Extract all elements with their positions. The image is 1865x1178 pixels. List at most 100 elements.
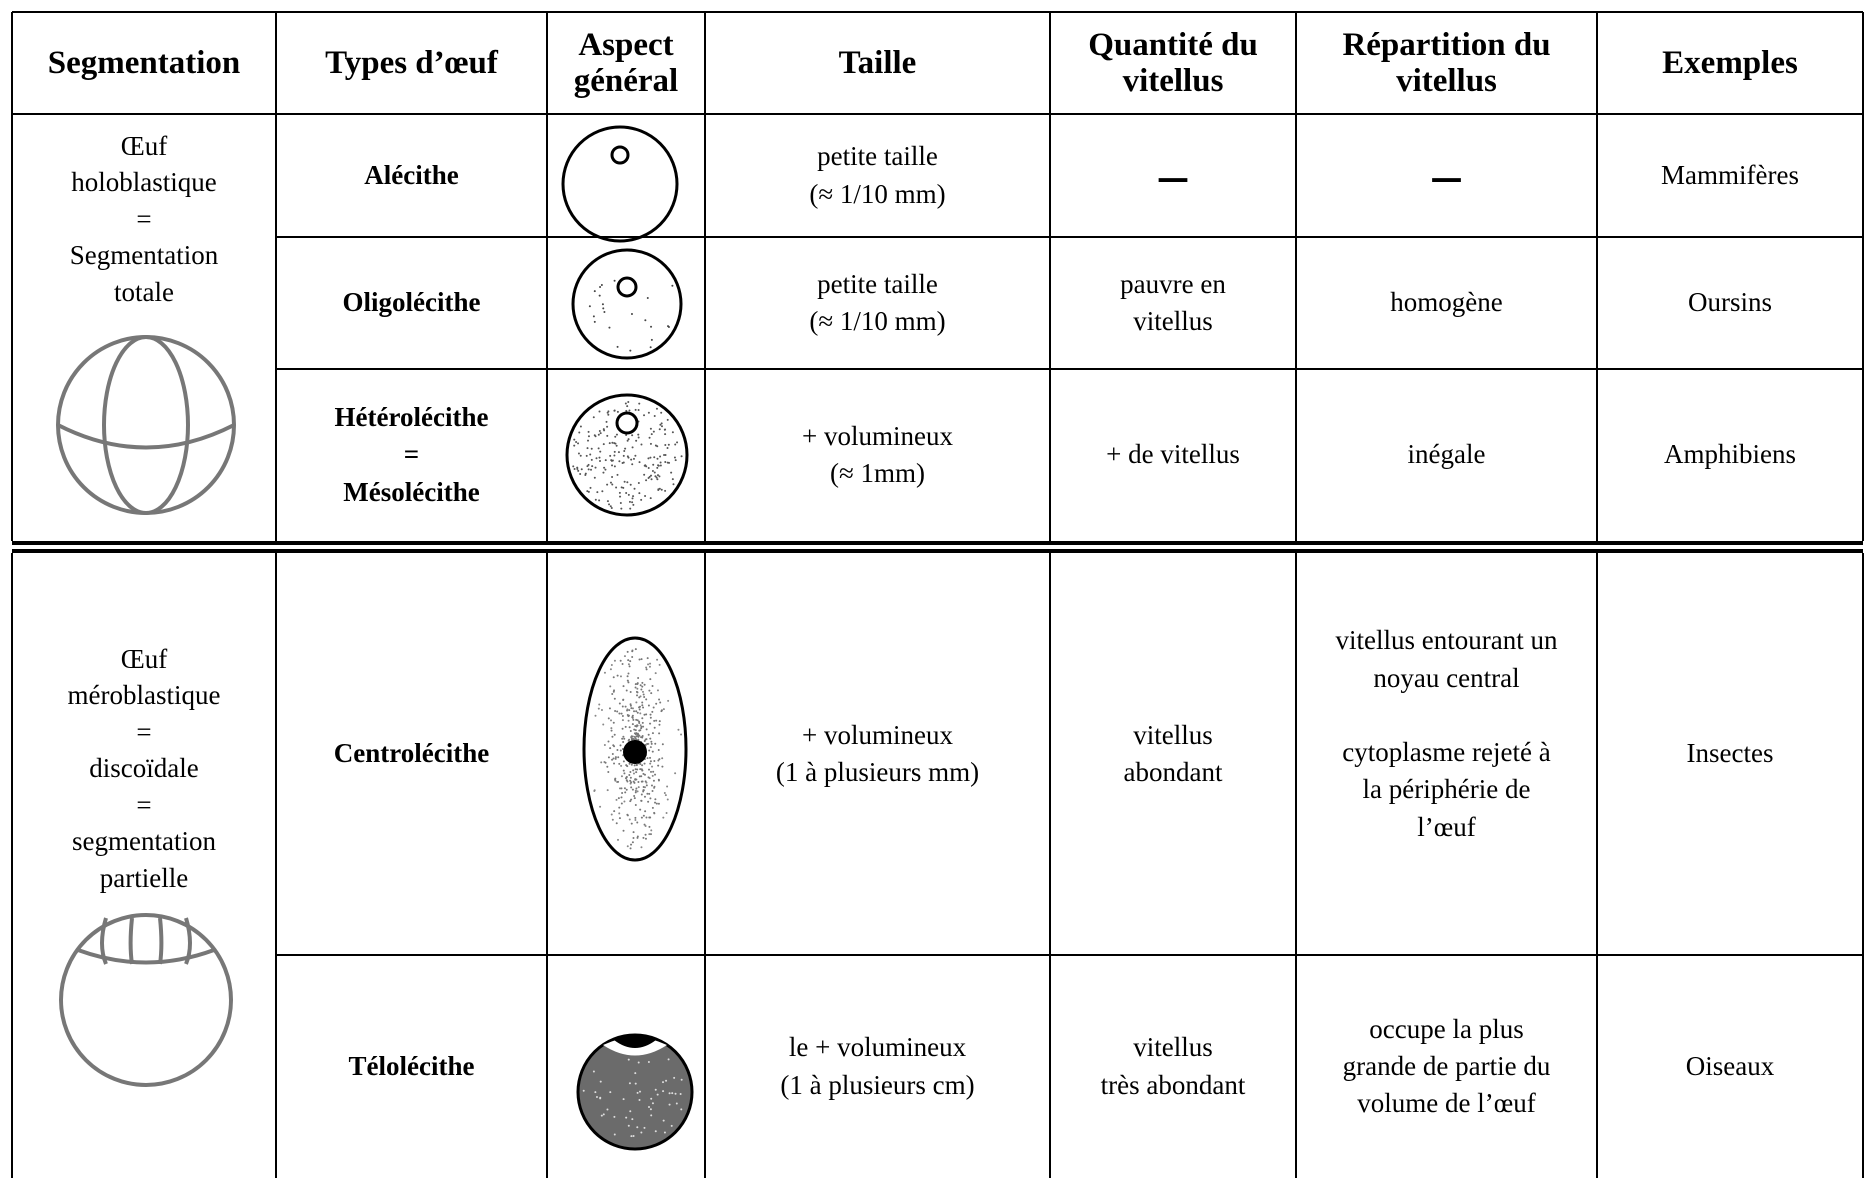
yolk-dot [650,742,653,745]
yolk-dot [604,761,607,764]
yolk-dot [672,483,675,486]
yolk-dot [658,732,661,735]
yolk-dot [601,303,604,306]
yolk-dot [631,723,634,726]
yolk-dot [637,735,640,738]
yolk-dot [610,813,613,816]
yolk-dot [629,847,632,850]
sphere-icon [102,335,190,515]
yolk-dot [640,498,643,501]
yolk-dot [587,435,590,438]
yolk-dot [651,806,654,809]
sphere-icon [184,917,192,965]
yolk-dot [613,279,616,282]
yolk-dot [633,795,636,798]
yolk-dot [644,825,647,828]
type-cell: Télolécithe [348,1050,475,1081]
yolk-dot [638,461,641,464]
yolk-dot [663,1131,666,1134]
yolk-dot [607,756,610,759]
yolk-dot [628,762,631,765]
yolk-dot [657,802,660,805]
yolk-dot [613,733,616,736]
yolk-dot [594,1091,597,1094]
yolk-dot [616,710,619,713]
yolk-dot [646,297,649,300]
yolk-dot [573,468,576,471]
yolk-dot [641,734,644,737]
yolk-dot [609,505,612,508]
yolk-dot [658,720,661,723]
yolk-dot [606,411,609,414]
column-header: Segmentation [47,44,241,81]
yolk-dot [629,691,632,694]
yolk-dot [665,812,668,815]
yolk-dot [615,486,618,489]
yolk-dot [637,482,640,485]
yolk-dot [635,439,638,442]
exemples-cell: Mammifères [1661,159,1799,190]
yolk-dot [618,817,621,820]
yolk-dot [646,657,649,660]
yolk-dot [637,786,640,789]
yolk-dot [607,413,610,416]
yolk-dot [631,738,634,741]
yolk-dot [629,703,632,706]
yolk-dot [648,436,651,439]
yolk-dot [642,725,645,728]
yolk-dot [608,707,611,710]
yolk-dot [579,425,582,428]
yolk-dot [654,798,657,801]
yolk-dot [680,1078,683,1081]
yolk-dot [622,760,625,763]
yolk-dot [660,709,663,712]
yolk-dot [618,812,621,815]
yolk-dot [645,816,648,819]
yolk-dot [656,478,659,481]
yolk-dot [647,467,650,470]
yolk-dot [599,1080,602,1083]
yolk-dot [630,458,633,461]
yolk-dot [637,433,640,436]
yolk-dot [631,446,634,449]
yolk-dot [631,497,634,500]
yolk-dot [579,454,582,457]
taille-cell: petite taille (≈ 1/10 mm) [809,141,946,209]
yolk-dot [642,814,645,817]
yolk-dot [662,1119,665,1122]
yolk-dot [643,695,646,698]
yolk-dot [638,721,641,724]
yolk-dot [622,685,625,688]
yolk-dot [637,733,640,736]
yolk-dot [642,772,645,775]
yolk-dot [626,679,629,682]
yolk-dot [641,704,644,707]
yolk-dot [622,486,625,489]
yolk-dot [657,764,660,767]
yolk-dot [623,655,626,658]
yolk-dot [587,468,590,471]
yolk-dot [662,1081,665,1084]
yolk-dot [606,500,609,503]
yolk-dot [680,733,683,736]
yolk-dot [642,706,645,709]
yolk-dot [637,781,640,784]
yolk-dot [640,793,643,796]
yolk-dot [590,447,593,450]
yolk-dot [653,456,656,459]
column-header: Répartition du vitellus [1342,26,1551,99]
yolk-dot [637,1061,640,1064]
yolk-dot [602,428,605,431]
yolk-dot [638,706,641,709]
yolk-dot [660,411,663,414]
yolk-dot [631,735,634,738]
yolk-dot [613,659,616,662]
sphere-icon [59,913,233,1087]
yolk-dot [675,1102,678,1105]
yolk-dot [621,705,624,708]
yolk-dot [664,444,667,447]
yolk-dot [680,455,683,458]
yolk-dot [658,698,661,701]
yolk-dot [657,778,660,781]
yolk-dot [599,450,602,453]
